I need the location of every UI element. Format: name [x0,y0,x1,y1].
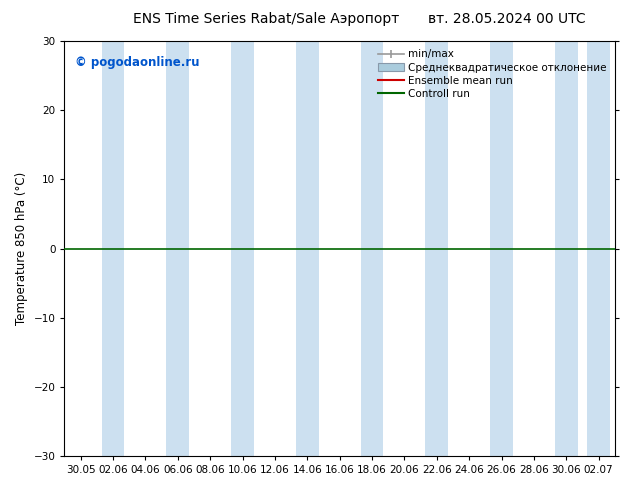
Text: вт. 28.05.2024 00 UTC: вт. 28.05.2024 00 UTC [429,12,586,26]
Text: © pogodaonline.ru: © pogodaonline.ru [75,55,200,69]
Y-axis label: Temperature 850 hPa (°C): Temperature 850 hPa (°C) [15,172,28,325]
Bar [231,41,254,456]
Bar [490,41,513,456]
Bar [587,41,610,456]
Bar [361,41,384,456]
Text: ENS Time Series Rabat/Sale Аэропорт: ENS Time Series Rabat/Sale Аэропорт [133,12,399,26]
Bar [555,41,578,456]
Bar [296,41,319,456]
Bar [101,41,124,456]
Legend: min/max, Среднеквадратическое отклонение, Ensemble mean run, Controll run: min/max, Среднеквадратическое отклонение… [375,46,610,102]
Bar [167,41,189,456]
Bar [425,41,448,456]
